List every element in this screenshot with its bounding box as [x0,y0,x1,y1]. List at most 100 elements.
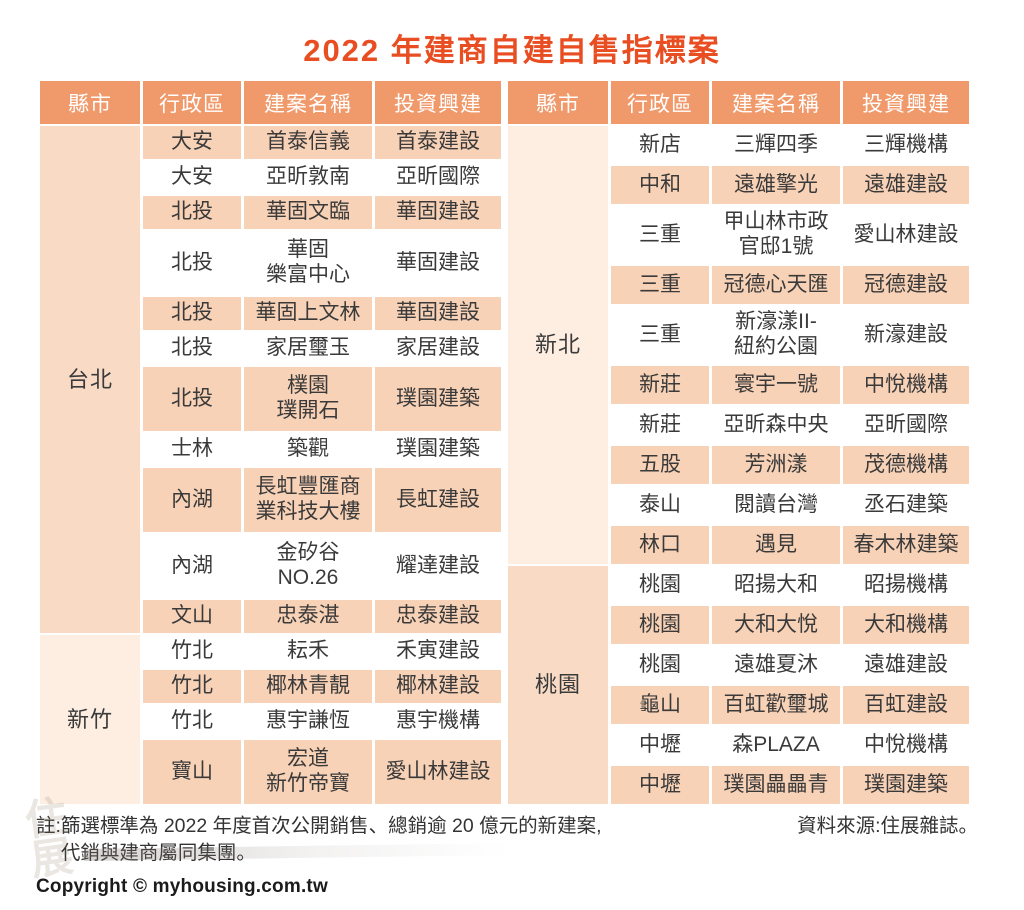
source-note: 資料來源:住展雜誌。 [797,815,978,837]
district-cell: 中和 [611,166,709,204]
project-cell: 遠雄夏沐 [712,646,840,684]
project-cell: 首泰信義 [244,126,372,159]
builder-cell: 冠德建設 [843,266,969,304]
left-table: 縣市 行政區 建案名稱 投資興建 台北 大安 首泰信義 首泰建設 大安 亞昕敦南 亞昕國際 北投 華固文… [37,79,504,806]
district-cell: 竹北 [143,670,241,703]
county-cell: 桃園 [508,566,608,804]
table-row: 林口 遇見 春木林建築 [508,526,969,564]
table-row: 三重 冠德心天匯 冠德建設 [508,266,969,304]
project-cell: 華固文臨 [244,196,372,229]
builder-cell: 椰林建設 [375,670,501,703]
builder-cell: 大和機構 [843,606,969,644]
footer: 註: 篩選標準為 2022 年度首次公開銷售、總銷逾 20 億元的新建案, 代銷… [0,806,1024,898]
table-row: 竹北 椰林青靚 椰林建設 [40,670,501,703]
district-cell: 竹北 [143,705,241,738]
district-cell: 林口 [611,526,709,564]
footnote-line1: 篩選標準為 2022 年度首次公開銷售、總銷逾 20 億元的新建案, [60,815,602,837]
project-cell: 遇見 [712,526,840,564]
district-cell: 桃園 [611,606,709,644]
project-cell: 寰宇一號 [712,366,840,404]
project-cell: 芳洲漾 [712,446,840,484]
builder-cell: 華固建設 [375,196,501,229]
column-header: 行政區 [611,81,709,124]
project-cell: 築觀 [244,433,372,466]
project-cell: 家居璽玉 [244,332,372,365]
table-row: 文山 忠泰湛 忠泰建設 [40,600,501,633]
project-cell: 華固 樂富中心 [244,231,372,295]
project-cell: 亞昕森中央 [712,406,840,444]
builder-cell: 璞園建築 [843,766,969,804]
district-cell: 內湖 [143,468,241,532]
project-cell: 閱讀台灣 [712,486,840,524]
table-row: 竹北 惠宇謙恆 惠宇機構 [40,705,501,738]
builder-cell: 耀達建設 [375,534,501,598]
project-cell: 冠德心天匯 [712,266,840,304]
column-header: 建案名稱 [244,81,372,124]
project-cell: 宏道 新竹帝寶 [244,740,372,804]
table-row: 北投 家居璽玉 家居建設 [40,332,501,365]
project-cell: 椰林青靚 [244,670,372,703]
table-row: 三重 新濠漾II- 紐約公園 新濠建設 [508,306,969,364]
table-row: 三重 甲山林市政 官邸1號 愛山林建設 [508,206,969,264]
footnote-row: 註: 篩選標準為 2022 年度首次公開銷售、總銷逾 20 億元的新建案, 代銷… [36,813,978,867]
table-row: 新竹 竹北 耘禾 禾寅建設 [40,635,501,804]
column-header: 縣市 [508,81,608,124]
table-row: 泰山 閱讀台灣 丞石建築 [508,486,969,524]
footnote-text: 篩選標準為 2022 年度首次公開銷售、總銷逾 20 億元的新建案, 代銷與建商… [61,813,602,867]
right-table: 縣市 行政區 建案名稱 投資興建 新北 新店 三輝四季 三輝機構 中和 遠雄擎光 遠雄建設 三重 甲山林… [505,79,972,806]
project-cell: 華固上文林 [244,297,372,330]
project-cell: 甲山林市政 官邸1號 [712,206,840,264]
footnote-prefix: 註: [36,815,61,837]
district-cell: 中壢 [611,726,709,764]
district-cell: 龜山 [611,686,709,724]
column-header: 縣市 [40,81,140,124]
district-cell: 中壢 [611,766,709,804]
builder-cell: 亞昕國際 [843,406,969,444]
builder-cell: 春木林建築 [843,526,969,564]
county-cell: 新竹 [40,635,140,804]
table-row: 新莊 亞昕森中央 亞昕國際 [508,406,969,444]
builder-cell: 璞園建築 [375,433,501,466]
copyright: Copyright © myhousing.com.tw [36,876,328,897]
column-header: 行政區 [143,81,241,124]
project-cell: 忠泰湛 [244,600,372,633]
county-cell: 新北 [508,126,608,564]
district-cell: 三重 [611,206,709,264]
table-row: 寶山 宏道 新竹帝寶 愛山林建設 [40,740,501,804]
project-cell: 長虹豐匯商 業科技大樓 [244,468,372,532]
project-cell: 百虹歡璽城 [712,686,840,724]
district-cell: 大安 [143,161,241,194]
table-row: 桃園 大和大悅 大和機構 [508,606,969,644]
project-cell: 金矽谷 NO.26 [244,534,372,598]
builder-cell: 中悅機構 [843,366,969,404]
district-cell: 泰山 [611,486,709,524]
district-cell: 北投 [143,332,241,365]
table-row: 桃園 桃園 昭揚大和 昭揚機構 [508,566,969,804]
builder-cell: 愛山林建設 [843,206,969,264]
project-cell: 惠宇謙恆 [244,705,372,738]
table-row: 新北 新店 三輝四季 三輝機構 [508,126,969,564]
builder-cell: 遠雄建設 [843,166,969,204]
builder-cell: 璞園建築 [375,367,501,431]
district-cell: 北投 [143,367,241,431]
builder-cell: 華固建設 [375,297,501,330]
table-row: 大安 亞昕敦南 亞昕國際 [40,161,501,194]
builder-cell: 茂德機構 [843,446,969,484]
project-cell: 昭揚大和 [712,566,840,604]
builder-cell: 百虹建設 [843,686,969,724]
district-cell: 北投 [143,196,241,229]
builder-cell: 首泰建設 [375,126,501,159]
footnote-line2: 代銷與建商屬同集團。 [60,842,256,864]
county-cell: 台北 [40,126,140,633]
project-cell: 樸園 璞開石 [244,367,372,431]
builder-cell: 長虹建設 [375,468,501,532]
header-row: 縣市 行政區 建案名稱 投資興建 [508,81,969,124]
project-cell: 三輝四季 [712,126,840,164]
district-cell: 新店 [611,126,709,164]
builder-cell: 新濠建設 [843,306,969,364]
column-header: 投資興建 [375,81,501,124]
district-cell: 三重 [611,266,709,304]
district-cell: 新莊 [611,366,709,404]
project-cell: 森PLAZA [712,726,840,764]
